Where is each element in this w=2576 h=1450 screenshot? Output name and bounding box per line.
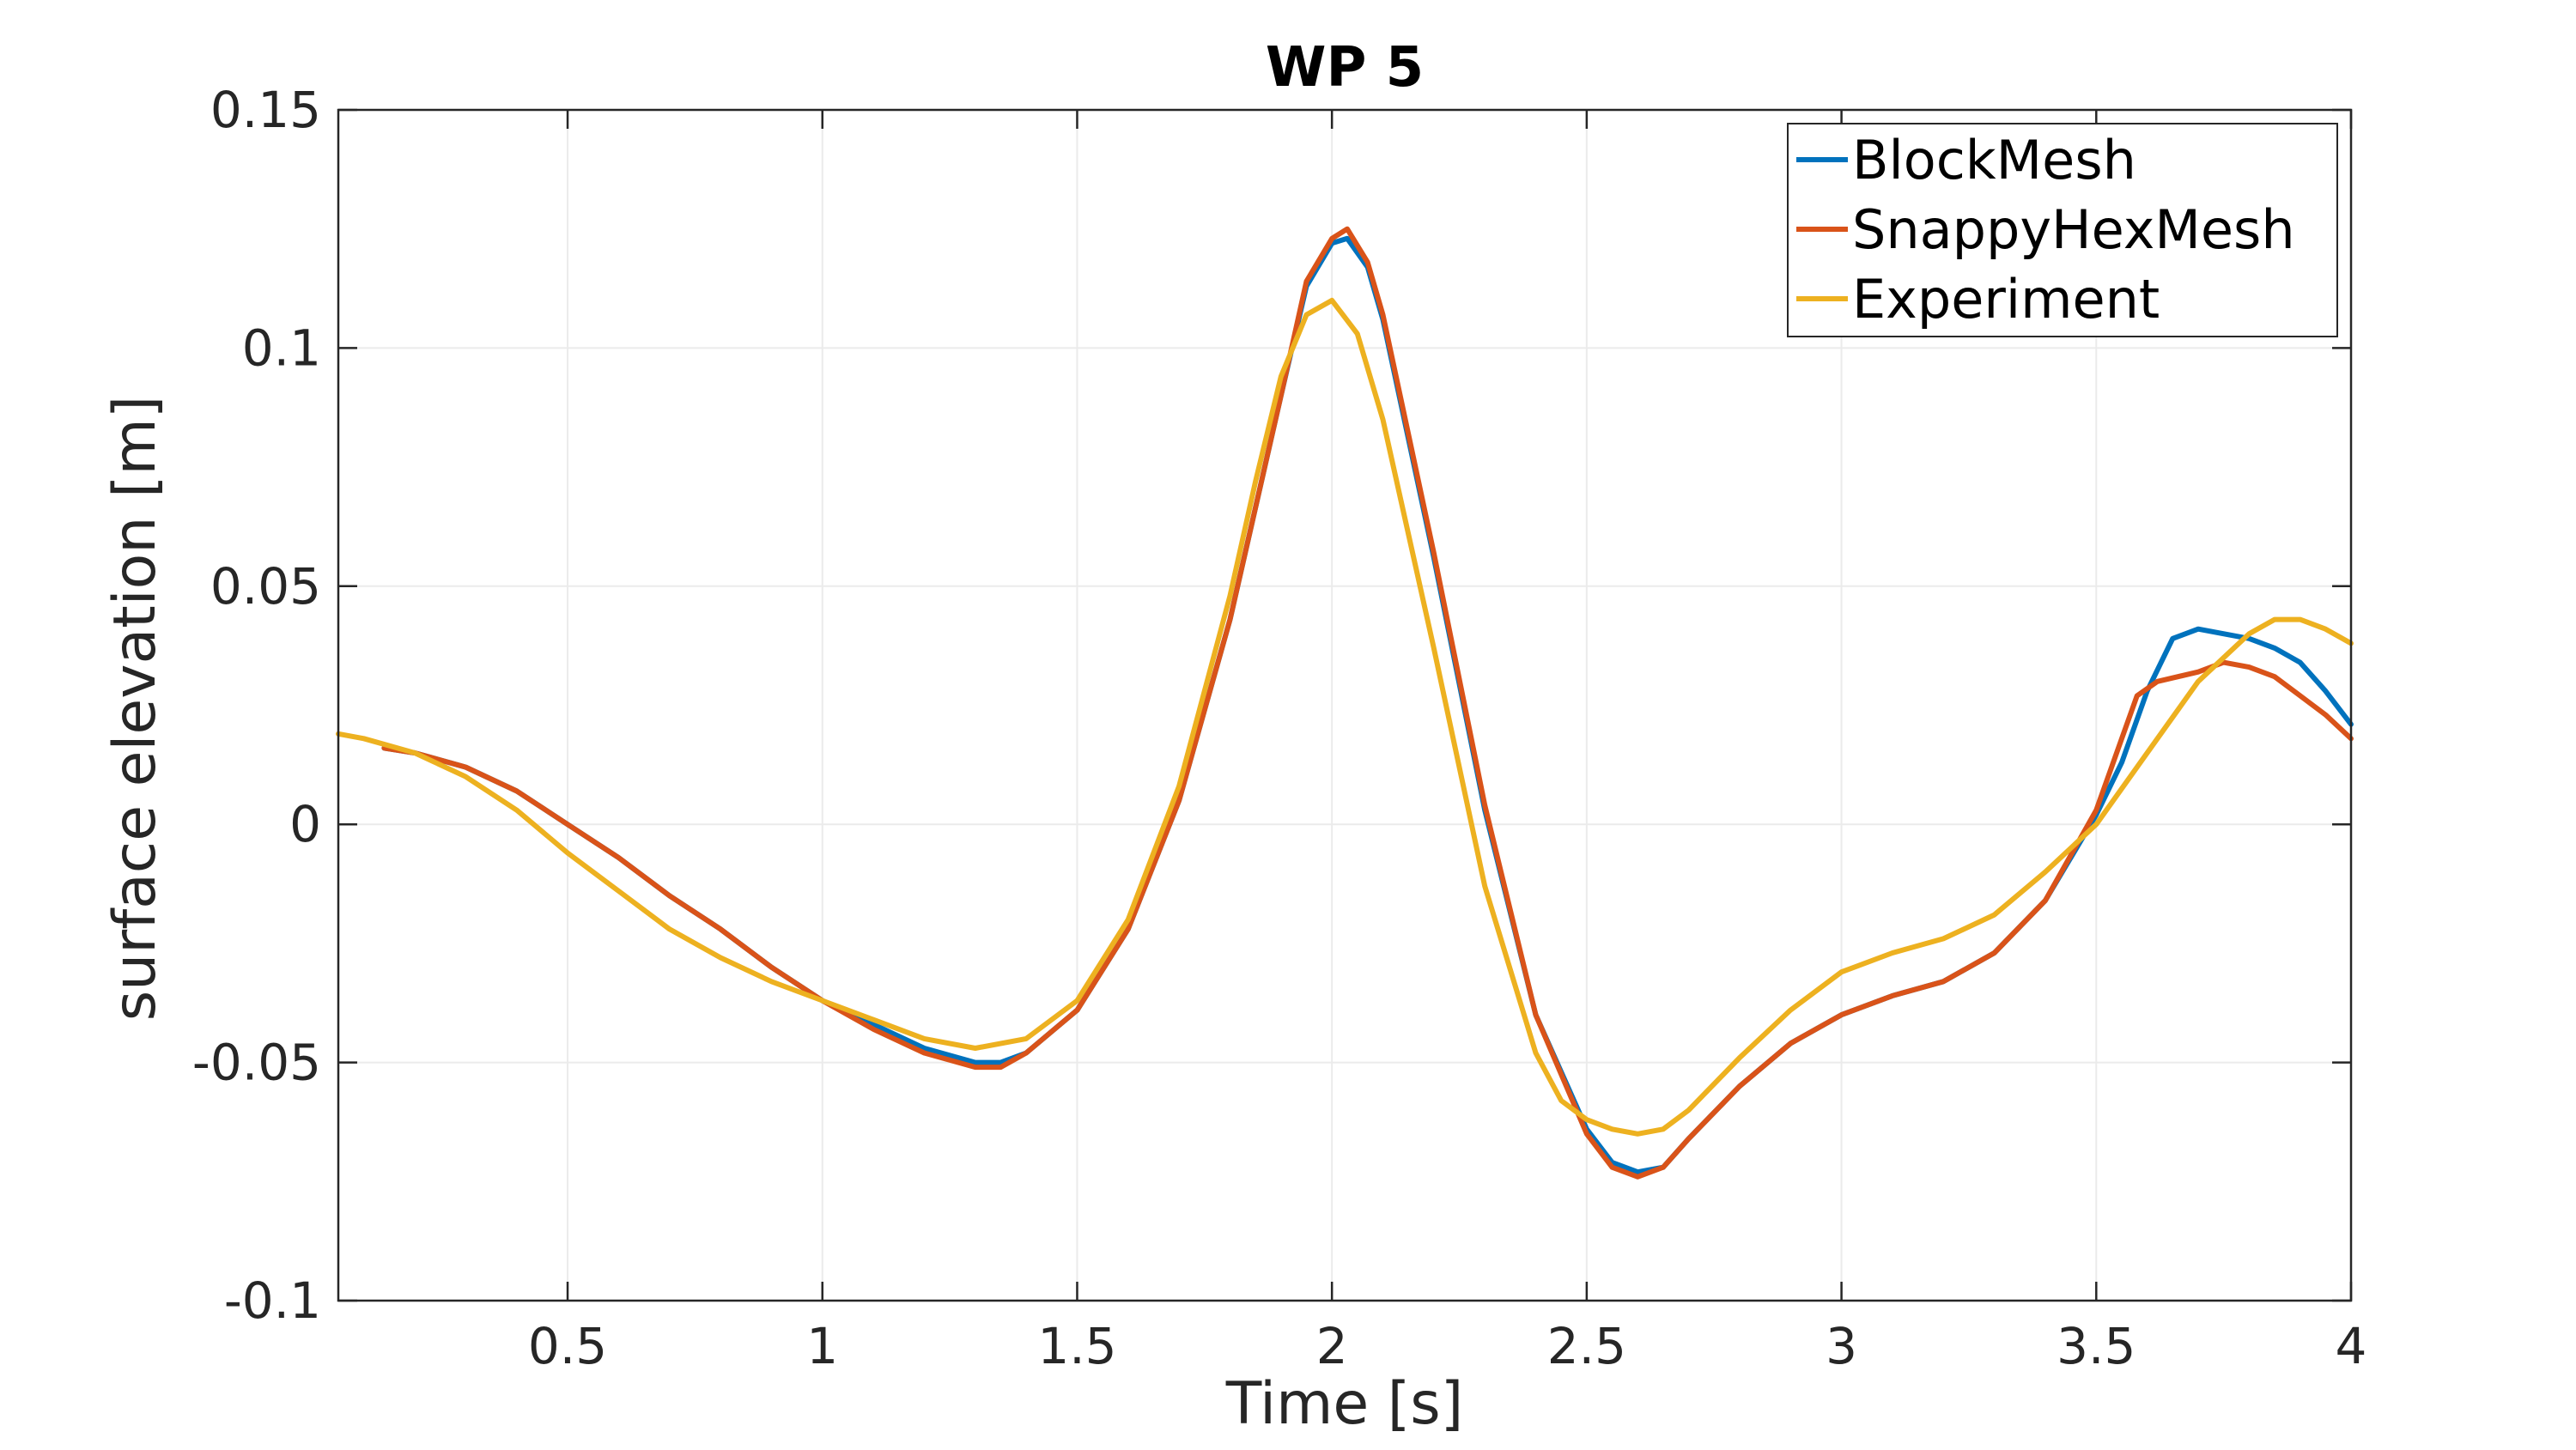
x-tick-label: 3 [1826, 1317, 1857, 1375]
x-tick-label: 3.5 [2057, 1317, 2136, 1375]
legend-label: SnappyHexMesh [1852, 198, 2295, 261]
y-tick-label: -0.1 [224, 1271, 321, 1330]
y-tick-label: 0 [289, 795, 321, 853]
x-tick-label: 2.5 [1547, 1317, 1626, 1375]
y-tick-label: -0.05 [192, 1034, 321, 1092]
legend-label: Experiment [1852, 268, 2160, 331]
axes-box [337, 108, 2353, 1302]
series-lines [336, 226, 2354, 1180]
series-line-snappyhexmesh [381, 226, 2354, 1180]
y-axis-ticks: -0.1 -0.05 0 0.05 0.1 0.15 [192, 81, 2351, 1330]
x-axis-label: Time [s] [1225, 1370, 1464, 1438]
x-tick-label: 0.5 [528, 1317, 607, 1375]
y-tick-label: 0.1 [242, 319, 321, 377]
legend: BlockMesh SnappyHexMesh Experiment [1787, 123, 2338, 337]
legend-label: BlockMesh [1852, 129, 2136, 191]
y-axis-label: surface elevation [m] [101, 396, 169, 1022]
x-tick-label: 1 [806, 1317, 838, 1375]
chart-title: WP 5 [1266, 36, 1424, 100]
x-tick-label: 1.5 [1037, 1317, 1116, 1375]
x-tick-label: 4 [2336, 1317, 2367, 1375]
axes-frame [337, 108, 2353, 1302]
legend-box [1787, 123, 2338, 337]
series-line-experiment [336, 297, 2354, 1137]
y-tick-label: 0.05 [210, 557, 321, 616]
x-tick-label: 2 [1316, 1317, 1348, 1375]
x-axis-ticks: 0.5 1 1.5 2 2.5 3 3.5 4 [528, 110, 2367, 1375]
y-tick-label: 0.15 [210, 81, 321, 139]
